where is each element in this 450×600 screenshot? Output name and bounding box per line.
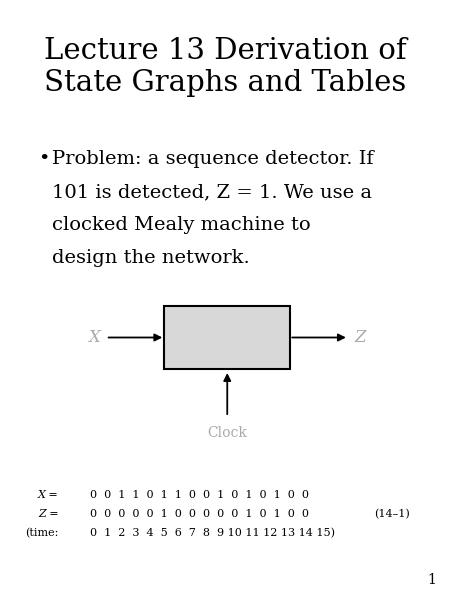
Text: •: • <box>38 150 50 168</box>
Text: 0  0  0  0  0  1  0  0  0  0  0  1  0  1  0  0: 0 0 0 0 0 1 0 0 0 0 0 1 0 1 0 0 <box>90 509 309 519</box>
Text: 1: 1 <box>428 573 436 587</box>
Text: design the network.: design the network. <box>52 249 249 267</box>
Text: State Graphs and Tables: State Graphs and Tables <box>44 69 406 97</box>
Text: (time:: (time: <box>25 527 58 538</box>
Text: 101 is detected, Z = 1. We use a: 101 is detected, Z = 1. We use a <box>52 183 372 201</box>
Text: X =: X = <box>38 490 58 500</box>
Text: Clock: Clock <box>207 426 247 440</box>
Text: 0  0  1  1  0  1  1  0  0  1  0  1  0  1  0  0: 0 0 1 1 0 1 1 0 0 1 0 1 0 1 0 0 <box>90 490 309 500</box>
Text: (14–1): (14–1) <box>374 509 410 520</box>
Bar <box>164 306 290 369</box>
Text: Lecture 13 Derivation of: Lecture 13 Derivation of <box>44 37 406 65</box>
Text: Z: Z <box>354 329 366 346</box>
Text: X: X <box>89 329 100 346</box>
Text: Z =: Z = <box>38 509 58 519</box>
Text: 0  1  2  3  4  5  6  7  8  9 10 11 12 13 14 15): 0 1 2 3 4 5 6 7 8 9 10 11 12 13 14 15) <box>90 527 335 538</box>
Text: clocked Mealy machine to: clocked Mealy machine to <box>52 216 310 234</box>
Text: Problem: a sequence detector. If: Problem: a sequence detector. If <box>52 150 374 168</box>
